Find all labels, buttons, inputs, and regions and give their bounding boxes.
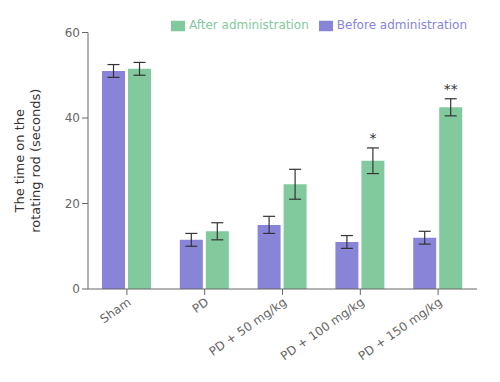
svg-text:PD + 150 mg/kg: PD + 150 mg/kg xyxy=(356,295,445,363)
svg-text:60: 60 xyxy=(65,26,80,40)
svg-text:*: * xyxy=(369,130,376,146)
svg-text:20: 20 xyxy=(65,197,80,211)
svg-text:PD: PD xyxy=(190,295,212,316)
svg-text:PD + 100 mg/kg: PD + 100 mg/kg xyxy=(278,295,367,363)
svg-text:**: ** xyxy=(444,81,458,97)
svg-text:PD + 50 mg/kg: PD + 50 mg/kg xyxy=(206,295,289,359)
svg-text:40: 40 xyxy=(65,111,80,125)
svg-text:Sham: Sham xyxy=(97,295,133,326)
html-text:After administration: After administration xyxy=(189,18,309,32)
svg-text:0: 0 xyxy=(72,282,80,296)
html-text:Before administration: Before administration xyxy=(336,18,467,32)
svg-text:The time on therotating rod (s: The time on therotating rod (seconds) xyxy=(12,89,43,233)
